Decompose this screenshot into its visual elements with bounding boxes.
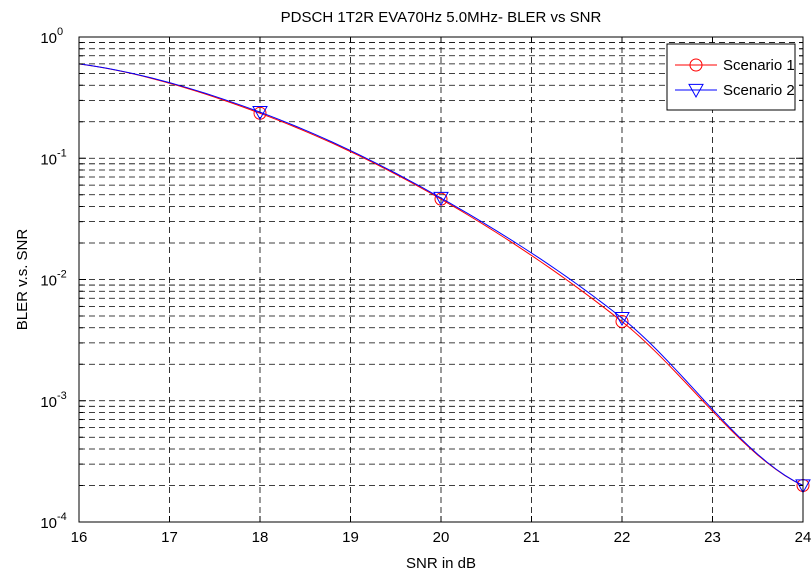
series-point [615, 315, 629, 329]
y-tick-label: 10 [40, 151, 57, 168]
y-tick-label: 10 [40, 30, 57, 47]
series-1 [78, 63, 810, 493]
y-tick-label: 10 [40, 515, 57, 532]
x-tick-label: 22 [614, 529, 631, 546]
y-tick-exponent: -4 [57, 511, 67, 523]
series-point [433, 191, 449, 207]
y-tick-label: 10 [40, 273, 57, 290]
x-tick-label: 16 [71, 529, 88, 546]
y-tick-exponent: -1 [57, 147, 67, 159]
legend-box [666, 43, 796, 111]
x-tick-label: 21 [523, 529, 540, 546]
series-point [614, 312, 630, 327]
series-layer [78, 63, 811, 494]
x-axis-label: SNR in dB [406, 555, 476, 572]
legend-label: Scenario 1 [723, 57, 795, 74]
x-tick-label: 18 [252, 529, 269, 546]
series-point [689, 58, 703, 72]
x-tick-label: 19 [342, 529, 359, 546]
y-tick-exponent: -3 [57, 390, 67, 402]
x-tick-label: 20 [433, 529, 450, 546]
series-line [78, 63, 804, 486]
series-line [78, 63, 804, 486]
chart-title: PDSCH 1T2R EVA70Hz 5.0MHz- BLER vs SNR [281, 9, 602, 26]
legend-label: Scenario 2 [723, 82, 795, 99]
y-tick-exponent: 0 [57, 26, 63, 38]
series-2 [78, 63, 811, 494]
x-tick-label: 23 [704, 529, 721, 546]
x-tick-label: 24 [795, 529, 811, 546]
legend: Scenario 1 Scenario 2 [666, 43, 796, 111]
y-tick-exponent: -2 [57, 269, 67, 281]
y-axis-label: BLER v.s. SNR [14, 229, 31, 331]
x-tick-label: 17 [161, 529, 178, 546]
series-point [688, 83, 704, 99]
y-tick-label: 10 [40, 394, 57, 411]
series-point [252, 106, 268, 121]
